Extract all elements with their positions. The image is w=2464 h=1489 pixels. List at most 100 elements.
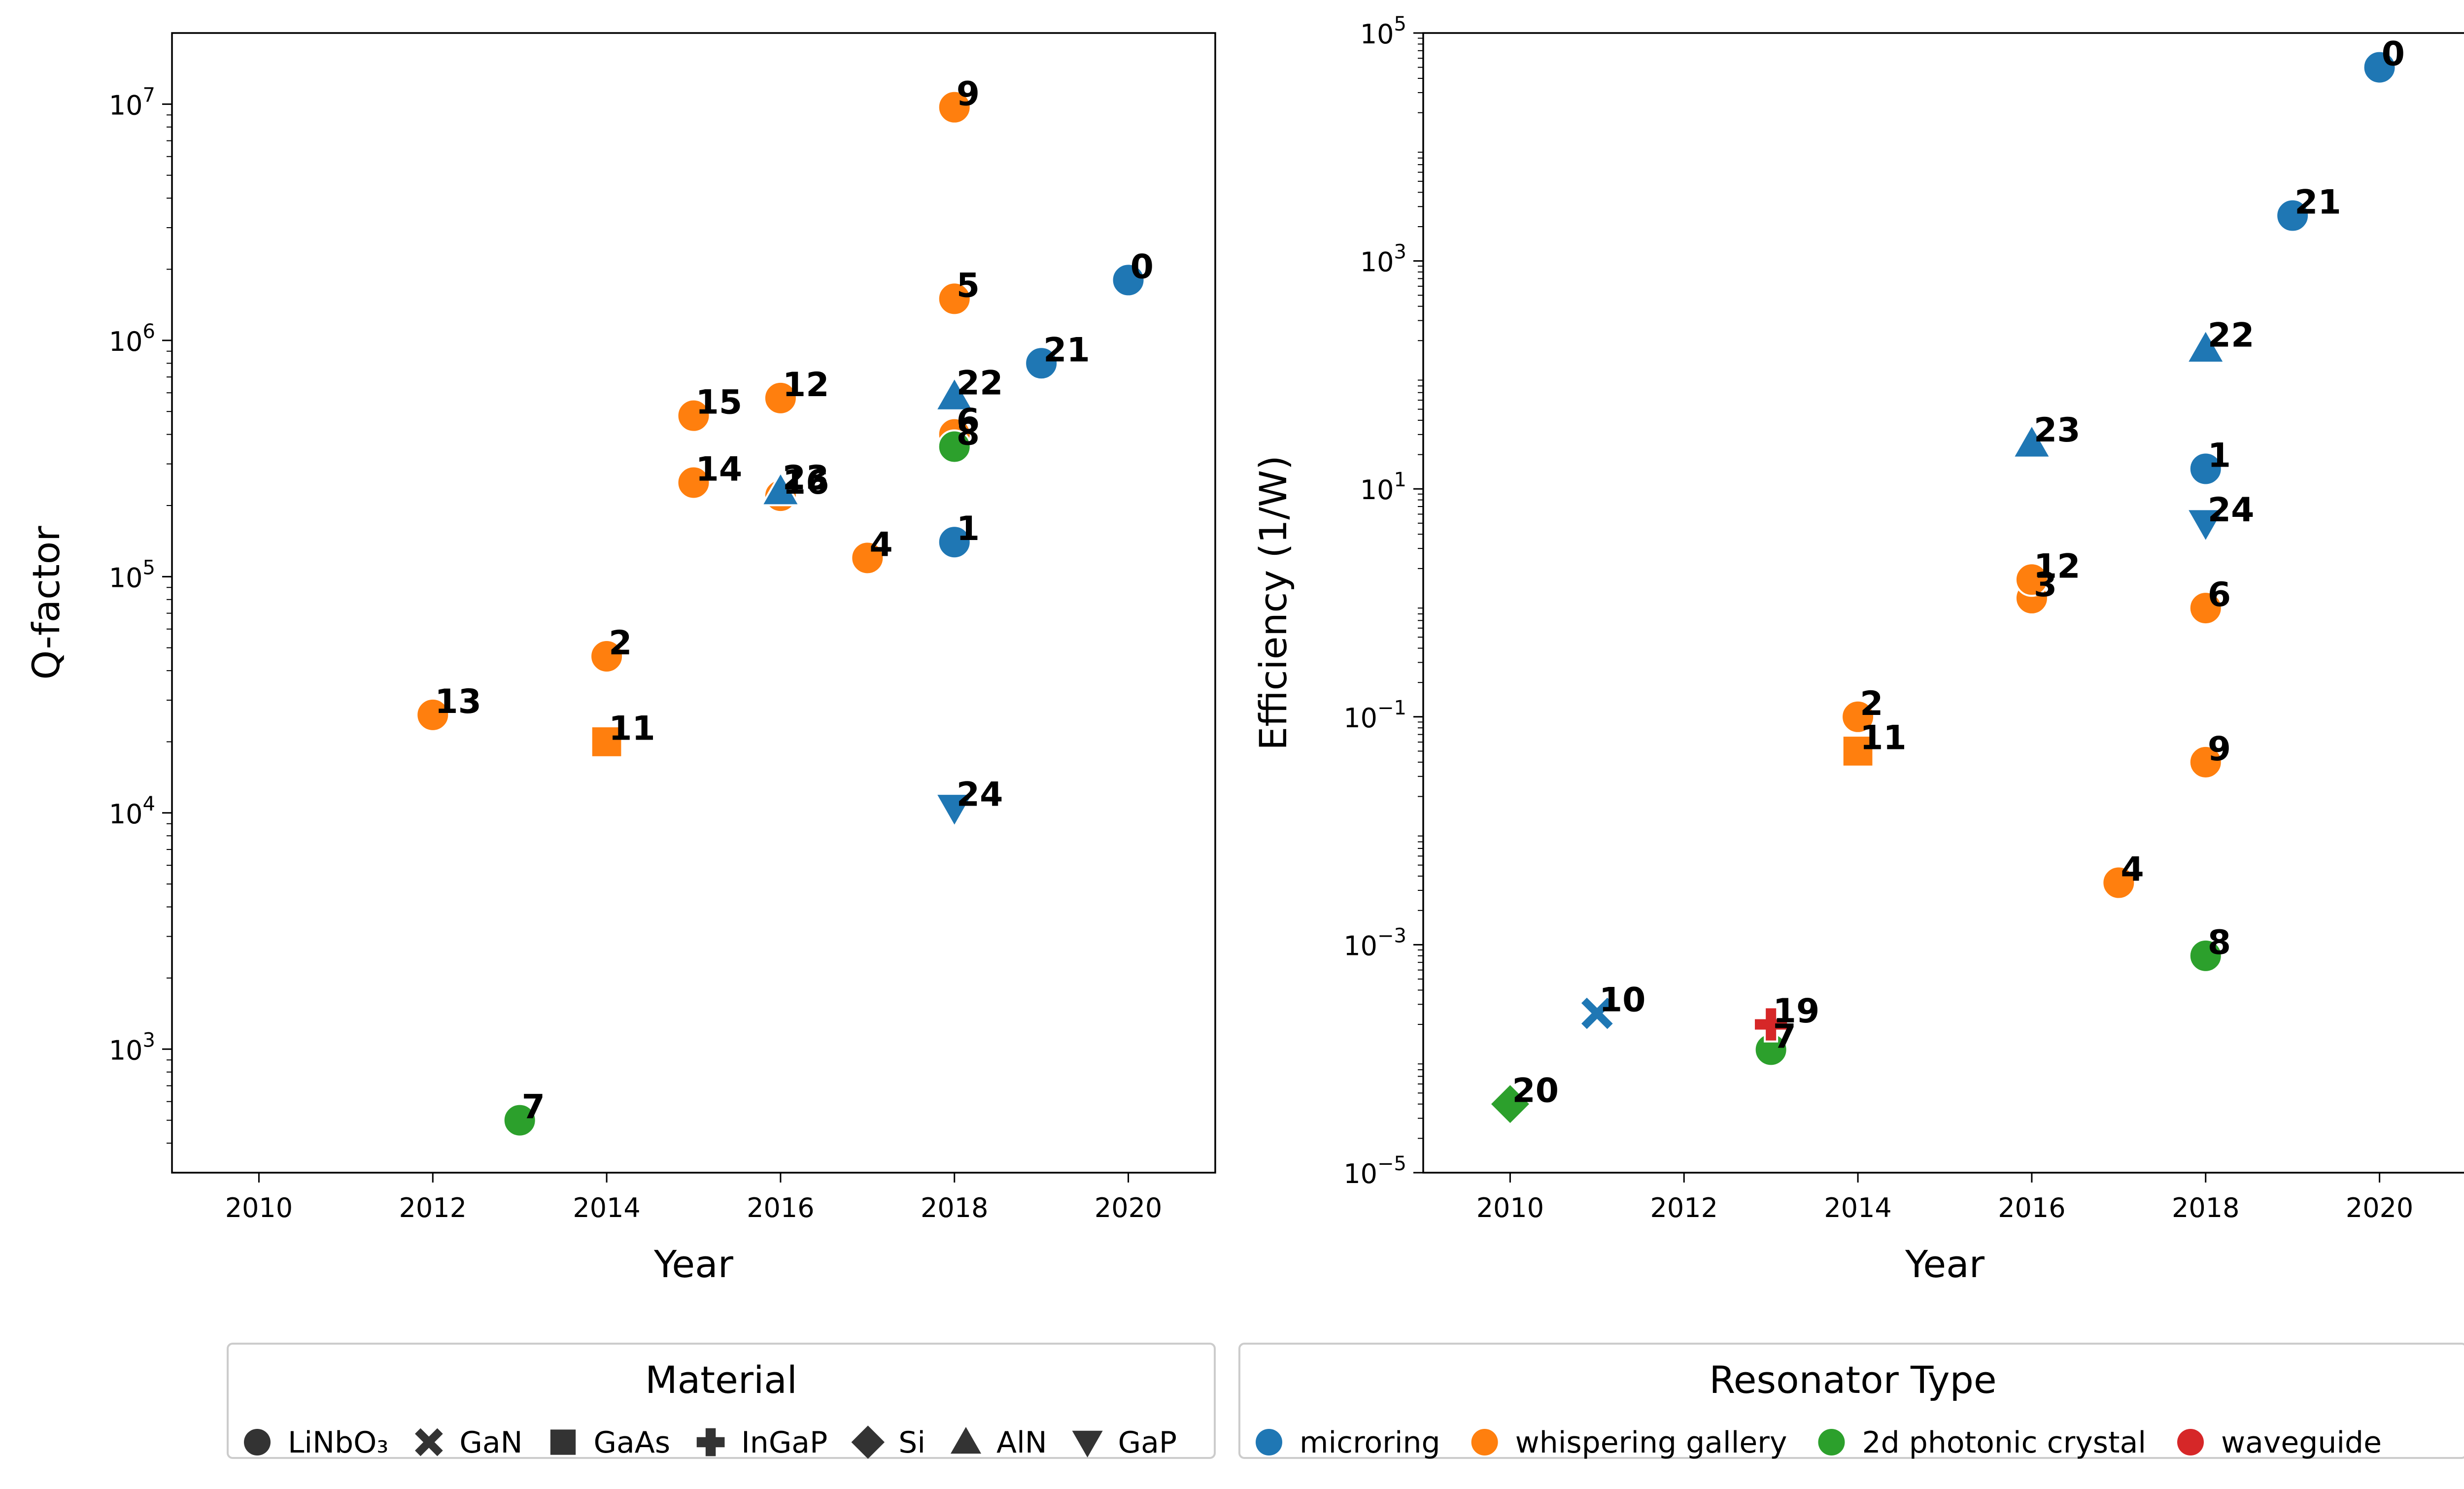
point-label-0: 0 xyxy=(1130,247,1154,286)
legend-frame xyxy=(1238,1343,2464,1459)
data-point-9 xyxy=(937,90,972,125)
legend-label: waveguide xyxy=(2221,1425,2382,1460)
point-label-16: 16 xyxy=(783,463,829,502)
legend-marker-gan xyxy=(415,1428,443,1456)
point-label-22: 22 xyxy=(2208,316,2255,355)
x-tick-label: 2012 xyxy=(399,1192,467,1223)
point-label-21: 21 xyxy=(1043,331,1090,370)
material-legend: Material LiNbO₃ GaN GaAs InGaP Si AlN GaP xyxy=(227,1343,1216,1460)
legend-marker-waveguide xyxy=(2177,1429,2204,1455)
legend-label: InGaP xyxy=(741,1425,827,1460)
point-label-9: 9 xyxy=(2208,730,2231,769)
legend-label: whispering gallery xyxy=(1515,1425,1787,1460)
data-point-22 xyxy=(2185,328,2226,364)
point-label-14: 14 xyxy=(696,450,743,489)
data-point-11 xyxy=(590,725,623,758)
x-tick-label: 2016 xyxy=(747,1192,814,1223)
point-label-13: 13 xyxy=(435,682,481,721)
y-tick-label: 10−3 xyxy=(1343,924,1406,961)
legend-label: GaP xyxy=(1118,1425,1177,1460)
data-point-14 xyxy=(676,465,711,500)
point-label-5: 5 xyxy=(957,266,980,305)
legend-label: 2d photonic crystal xyxy=(1862,1425,2146,1460)
point-label-22: 22 xyxy=(957,364,1003,403)
data-point-13 xyxy=(415,697,450,732)
legend-marker-ingap xyxy=(696,1428,725,1456)
x-axis-label: Year xyxy=(1905,1242,1985,1286)
point-label-24: 24 xyxy=(957,776,1003,814)
y-tick-label: 10−1 xyxy=(1343,697,1406,734)
point-label-6: 6 xyxy=(957,402,980,441)
y-tick-label: 105 xyxy=(109,556,155,593)
data-point-10 xyxy=(1578,995,1616,1032)
legend-marker-microring xyxy=(1256,1429,1282,1455)
data-point-7 xyxy=(502,1103,537,1138)
point-label-7: 7 xyxy=(1773,1017,1796,1056)
legend-label: Si xyxy=(898,1425,925,1460)
point-label-24: 24 xyxy=(2208,491,2255,530)
data-point-8 xyxy=(937,429,972,464)
data-point-1 xyxy=(2188,451,2223,486)
data-point-5 xyxy=(937,281,972,316)
point-label-11: 11 xyxy=(609,709,655,748)
point-label-10: 10 xyxy=(1599,981,1646,1020)
data-point-23 xyxy=(2011,423,2053,459)
y-tick-label: 106 xyxy=(109,320,155,357)
point-label-12: 12 xyxy=(2034,547,2081,586)
y-tick-label: 10−5 xyxy=(1343,1152,1406,1189)
point-label-7: 7 xyxy=(522,1088,545,1127)
legend-marker-si xyxy=(851,1425,885,1459)
point-label-23: 23 xyxy=(2034,411,2081,450)
point-label-11: 11 xyxy=(1860,718,1907,757)
point-label-1: 1 xyxy=(2208,436,2231,475)
plot-frame xyxy=(171,32,1216,1174)
data-point-12 xyxy=(763,380,798,415)
legend-label: AlN xyxy=(996,1425,1047,1460)
legend-label: GaAs xyxy=(594,1425,671,1460)
legend-marker-gap xyxy=(1072,1430,1103,1458)
legend-label: LiNbO₃ xyxy=(288,1425,388,1460)
data-point-23 xyxy=(760,470,801,507)
y-axis-label: Efficiency (1/W) xyxy=(1251,455,1295,750)
data-point-11 xyxy=(1841,735,1875,768)
point-label-8: 8 xyxy=(957,414,980,453)
y-tick-label: 103 xyxy=(109,1029,155,1066)
y-tick-label: 101 xyxy=(1360,469,1406,506)
data-point-20 xyxy=(1488,1082,1532,1126)
point-label-9: 9 xyxy=(957,75,980,114)
point-label-8: 8 xyxy=(2208,923,2231,962)
legend-title: Resonator Type xyxy=(1709,1358,1996,1402)
x-tick-label: 2012 xyxy=(1650,1192,1718,1223)
legend-title: Material xyxy=(645,1358,797,1402)
x-tick-label: 2020 xyxy=(2346,1192,2413,1223)
data-point-2 xyxy=(1841,699,1876,734)
data-point-4 xyxy=(2101,865,2136,900)
y-tick-label: 107 xyxy=(109,84,155,121)
data-point-12 xyxy=(2014,562,2049,597)
data-point-1 xyxy=(937,525,972,560)
point-label-3: 3 xyxy=(2034,566,2057,605)
data-point-0 xyxy=(2362,50,2397,85)
x-tick-label: 2010 xyxy=(225,1192,293,1223)
point-label-15: 15 xyxy=(696,383,743,422)
x-tick-label: 2014 xyxy=(1824,1192,1891,1223)
x-tick-label: 2018 xyxy=(921,1192,988,1223)
legend-marker-2d-photonic-crystal xyxy=(1818,1429,1845,1455)
data-point-2 xyxy=(589,639,624,674)
x-tick-label: 2016 xyxy=(1998,1192,2065,1223)
x-axis-label: Year xyxy=(653,1242,734,1286)
point-label-19: 19 xyxy=(1773,992,1820,1031)
legend-label: microring xyxy=(1300,1425,1440,1460)
point-label-4: 4 xyxy=(2121,850,2144,889)
data-point-21 xyxy=(1024,346,1059,381)
y-tick-label: 104 xyxy=(109,793,155,830)
data-point-24 xyxy=(934,793,975,829)
data-point-15 xyxy=(676,398,711,433)
y-tick-label: 103 xyxy=(1360,241,1406,278)
x-tick-label: 2018 xyxy=(2172,1192,2239,1223)
legend-marker-gaas xyxy=(550,1429,576,1455)
legend-label: GaN xyxy=(459,1425,522,1460)
data-point-21 xyxy=(2275,198,2310,233)
